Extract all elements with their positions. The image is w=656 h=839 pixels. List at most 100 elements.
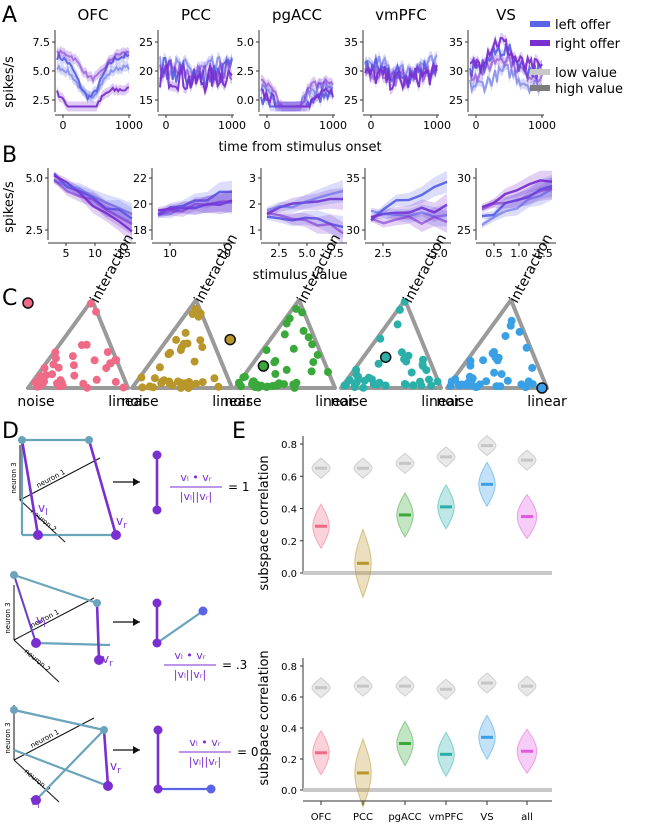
y-tick-label: 25 [344,94,358,107]
panel-a-title-pgacc: pgACC [272,6,322,24]
equation-denominator: |vₗ||vᵣ| [180,490,213,503]
collapsed-top [152,598,162,608]
arrow-head [133,478,140,486]
collapsed-bottom [153,784,163,794]
value-line [53,174,133,233]
vertex-label-noise: noise [436,394,473,410]
second-tip [198,606,208,616]
y-tick-label: 1 [249,224,256,237]
neuron-point [48,370,57,379]
arrow-head [133,618,140,626]
neuron-point [471,383,480,391]
neuron-point [90,356,99,365]
neuron-point [164,350,173,359]
panel-a-subplot: vmPFC 25 30 35 0 1000 [344,6,451,132]
highlight-neuron [22,297,34,309]
legend-high-value: high value [555,82,623,97]
rate-line [56,63,130,99]
y-tick-label: 25 [139,36,153,49]
axis-label-neuron-3: neuron 3 [4,602,12,633]
neuron-point [190,357,199,366]
collapsed-bottom [152,638,162,648]
panel-d: neuron 3 neuron 1 neuron 2 vl vr vₗ • vᵣ |vₗ||… [4,436,259,811]
neuron-point [92,307,101,316]
rate-line [364,64,438,89]
rate-line [159,59,233,87]
x-tick-label: 1000 [218,119,246,132]
axis-neuron-1 [13,597,95,641]
y-tick-label: 30 [457,172,471,185]
value-line [157,190,232,216]
value-line [370,215,448,226]
collapsed-top [153,725,163,735]
y-tick-label: 30 [346,224,360,237]
panel-e-bottom: 0.0 0.2 0.4 0.6 0.8 [281,658,552,809]
panel-b-subplot: 2.5 5.0 5 10 15 [26,168,136,260]
axis-neuron-1 [19,457,101,501]
neuron-point [401,380,410,389]
neuron-point [40,364,49,373]
panel-e-xaxis: OFC PCC pgACC vmPFC VS all [303,800,552,823]
axis-label-neuron-2: neuron 2 [23,647,52,673]
y-tick-label: 2.5 [33,94,51,107]
neuron-point [397,348,406,357]
vertex-label-linear: linear [421,394,461,410]
neuron-point [271,370,280,378]
panel-letter-c: C [2,286,17,311]
sem-band [160,51,232,84]
vertex-label-linear: linear [212,394,252,410]
neuron-point [31,378,40,387]
sem-band [371,170,447,224]
neuron-point [463,379,472,388]
neuron-point [419,355,427,364]
value-line [266,211,344,235]
neuron-point [292,378,301,387]
panel-e-top: 0.0 0.2 0.4 0.6 0.8 [281,434,552,599]
y-tick-label: 0.8 [281,662,297,673]
neuron-point [145,382,154,391]
label-v-right: vr [110,759,121,776]
neuron-point [350,381,359,389]
panel-b-subplot: 18 20 22 10 20 [133,168,236,260]
panel-a-ylabel: spikes/s [2,56,17,108]
x-tick-label: 0.5 [485,247,503,260]
left-vector [13,574,37,644]
value-line [157,200,233,217]
neuron-point [174,377,182,386]
ternary-triangle [233,298,337,390]
value-line [266,189,344,212]
x-tick-label-vs: VS [480,812,493,823]
edge [35,729,105,801]
neuron-point [77,341,86,350]
y-tick-label: 35 [449,36,463,49]
panel-b-ylabel: spikes/s [2,181,17,233]
axis-label-neuron-1: neuron 1 [35,468,66,490]
highlight-neuron [257,360,270,372]
panel-e-ylabel-top: subspace correlation [257,455,272,590]
y-tick-label: 20 [133,198,147,211]
y-tick-label: 30 [344,65,358,78]
sem-band [371,207,447,233]
neuron-point [466,357,475,365]
x-tick-label: 1000 [528,119,556,132]
rate-line [159,54,233,81]
y-tick-label: 0.8 [281,440,297,451]
x-tick-label: 7.5 [326,247,344,260]
collapsed-top [152,450,162,460]
panel-a-title-vmpfc: vmPFC [375,6,427,24]
x-tick-label: 0 [473,119,480,132]
neuron-point [304,333,313,342]
right-vector [87,439,118,536]
y-tick-label: 22 [133,172,147,185]
neuron-point [292,304,301,313]
neuron-point [482,377,491,386]
label-v-left-sub: l [43,620,46,630]
sem-band [482,177,552,213]
panel-letter-d: D [2,419,19,444]
y-tick-label: 15 [139,94,153,107]
legend-left-offer: left offer [555,18,611,33]
label-v-left: vl [36,613,46,630]
neuron-point [282,365,291,374]
